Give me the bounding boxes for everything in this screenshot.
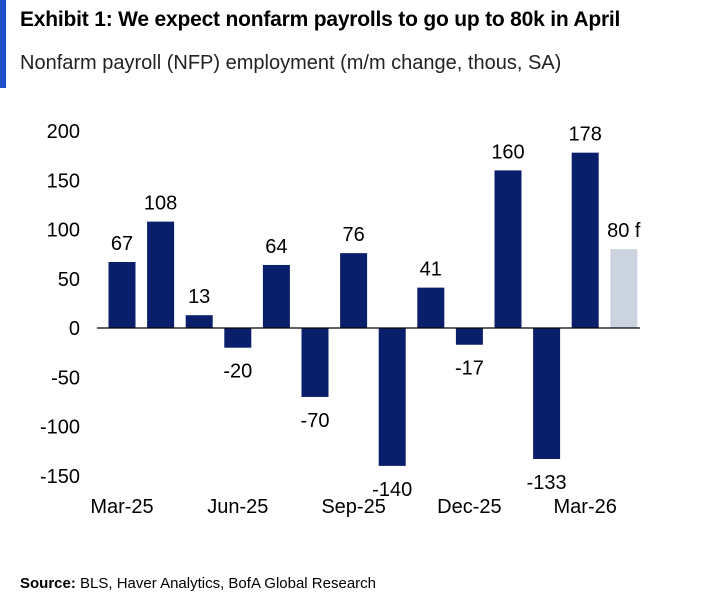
bar — [378, 328, 406, 466]
y-tick-label: 50 — [58, 269, 80, 291]
bar — [224, 328, 252, 348]
data-label: 108 — [144, 193, 177, 215]
y-tick-label: -50 — [51, 367, 80, 389]
data-label: 41 — [420, 259, 442, 281]
data-label: 64 — [265, 236, 287, 258]
x-tick-label: Mar-25 — [90, 496, 153, 518]
chart-title: Exhibit 1: We expect nonfarm payrolls to… — [20, 8, 621, 31]
bar — [455, 328, 483, 345]
bar — [417, 287, 445, 328]
bar — [571, 152, 599, 328]
data-label: 160 — [491, 141, 524, 163]
bar — [340, 253, 368, 328]
y-tick-label: 150 — [47, 170, 80, 192]
data-label: -133 — [527, 472, 567, 494]
data-label: -140 — [372, 479, 412, 501]
x-tick-label: Mar-26 — [554, 496, 617, 518]
bar — [262, 264, 290, 328]
bar — [108, 262, 136, 328]
data-label: 80 f — [607, 220, 641, 242]
x-tick-label: Jun-25 — [207, 496, 268, 518]
data-label: 76 — [342, 224, 364, 246]
data-label: -17 — [455, 358, 484, 380]
bar — [147, 221, 175, 328]
source-label: Source: — [20, 575, 76, 592]
bar — [301, 328, 329, 397]
source-note: Source: BLS, Haver Analytics, BofA Globa… — [20, 575, 376, 592]
data-label: -70 — [301, 410, 330, 432]
bar — [494, 170, 522, 328]
y-tick-label: 0 — [69, 318, 80, 340]
data-label: -20 — [223, 361, 252, 383]
bar — [610, 249, 638, 328]
x-tick-label: Sep-25 — [321, 496, 386, 518]
data-label: 178 — [569, 124, 602, 146]
source-text: BLS, Haver Analytics, BofA Global Resear… — [75, 575, 377, 592]
data-label: 13 — [188, 286, 210, 308]
y-tick-label: -100 — [40, 417, 80, 439]
bar-chart: 200 150 100 50 0 -50 -100 -150 67 108 13 -20 64 -70 76… — [40, 121, 641, 518]
chart-subtitle: Nonfarm payroll (NFP) employment (m/m ch… — [20, 52, 562, 74]
data-label: 67 — [111, 233, 133, 255]
bar — [185, 315, 213, 328]
y-tick-label: -150 — [40, 466, 80, 488]
y-tick-label: 100 — [47, 220, 80, 242]
x-tick-label: Dec-25 — [437, 496, 501, 518]
accent-bar — [0, 0, 6, 88]
y-tick-label: 200 — [47, 121, 80, 143]
bar — [533, 328, 561, 460]
